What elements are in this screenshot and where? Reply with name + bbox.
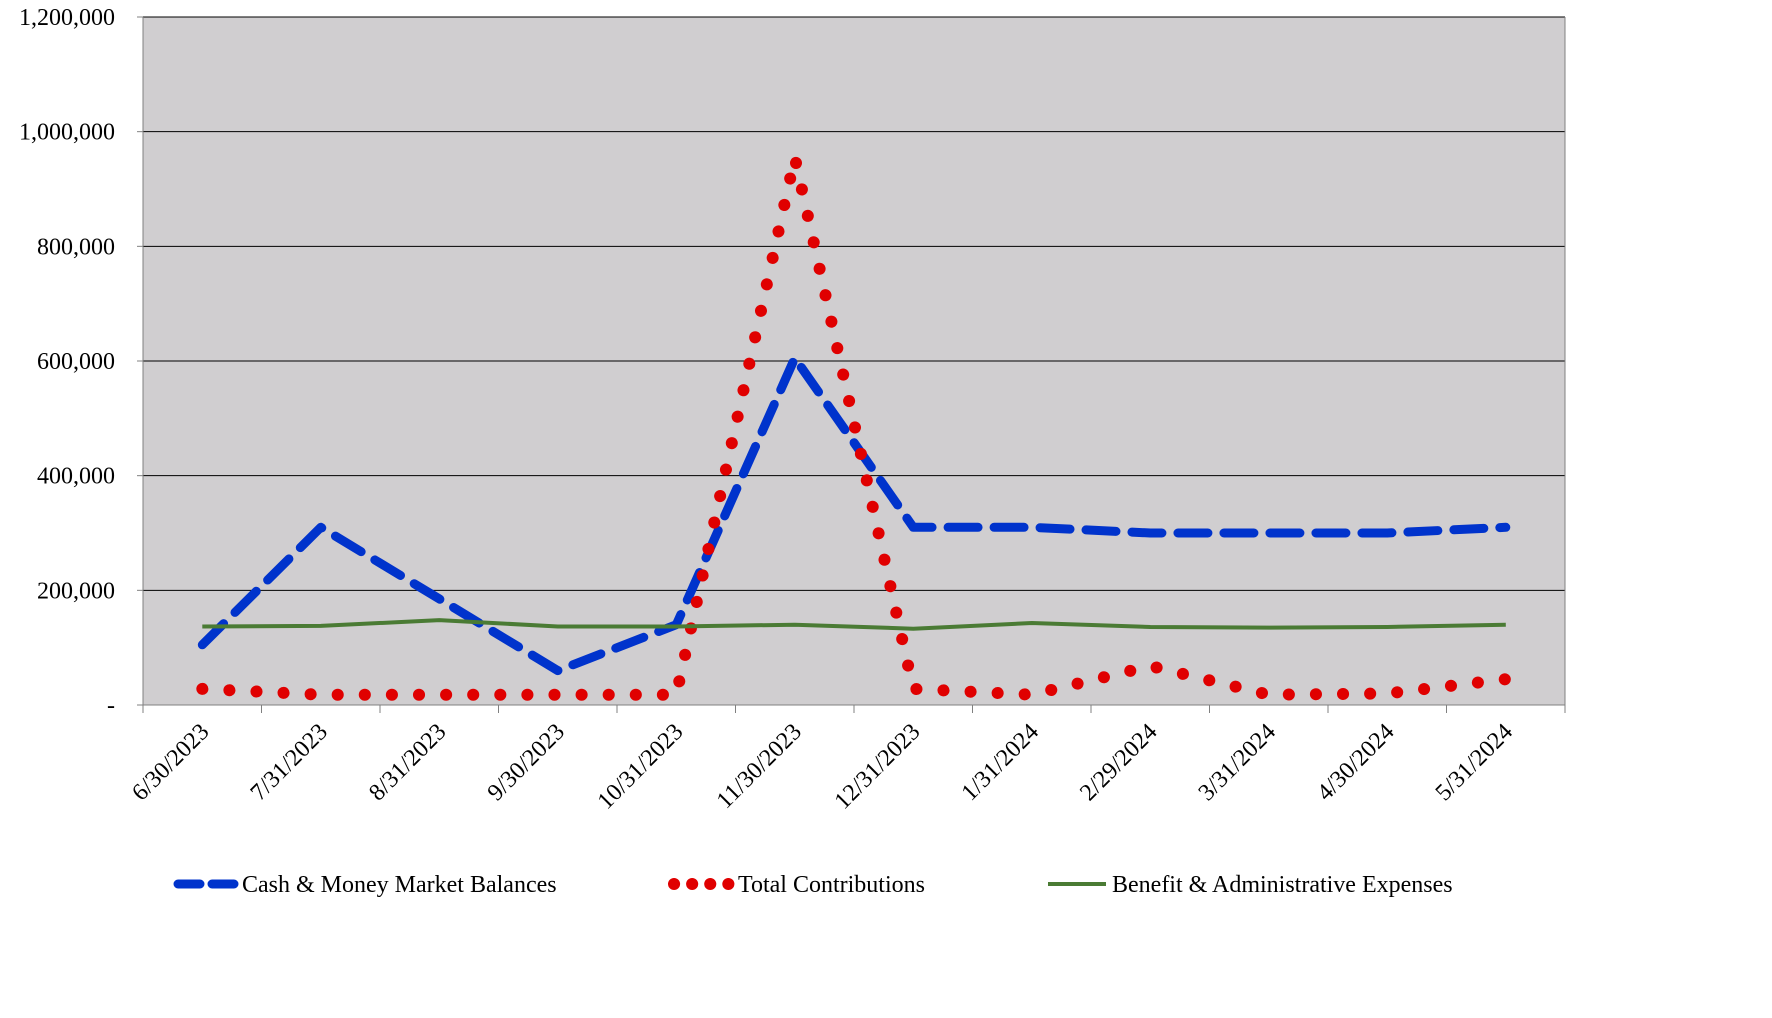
y-axis-ticks: - 200,000 400,000 600,000 800,000 1,000,000 1,… (19, 5, 143, 719)
series-line-2 (196, 151, 1512, 701)
y-tick-label: 1,000,000 (19, 120, 115, 146)
legend-label: Cash & Money Market Balances (242, 872, 557, 898)
legend-label: Benefit & Administrative Expenses (1112, 872, 1453, 898)
y-tick-label: - (107, 693, 115, 719)
series-layer (196, 151, 1512, 701)
series-line-1 (197, 353, 1511, 676)
y-tick-label: 600,000 (37, 349, 115, 375)
legend: Cash & Money Market Balances Total Contri… (173, 872, 1453, 898)
y-tick-label: 1,200,000 (19, 5, 115, 31)
grid-lines (143, 16, 1565, 591)
y-tick-label: 800,000 (37, 234, 115, 260)
legend-label: Total Contributions (738, 872, 925, 898)
y-tick-label: 400,000 (37, 464, 115, 490)
series-line-3 (202, 618, 1506, 631)
y-tick-label: 200,000 (37, 578, 115, 604)
